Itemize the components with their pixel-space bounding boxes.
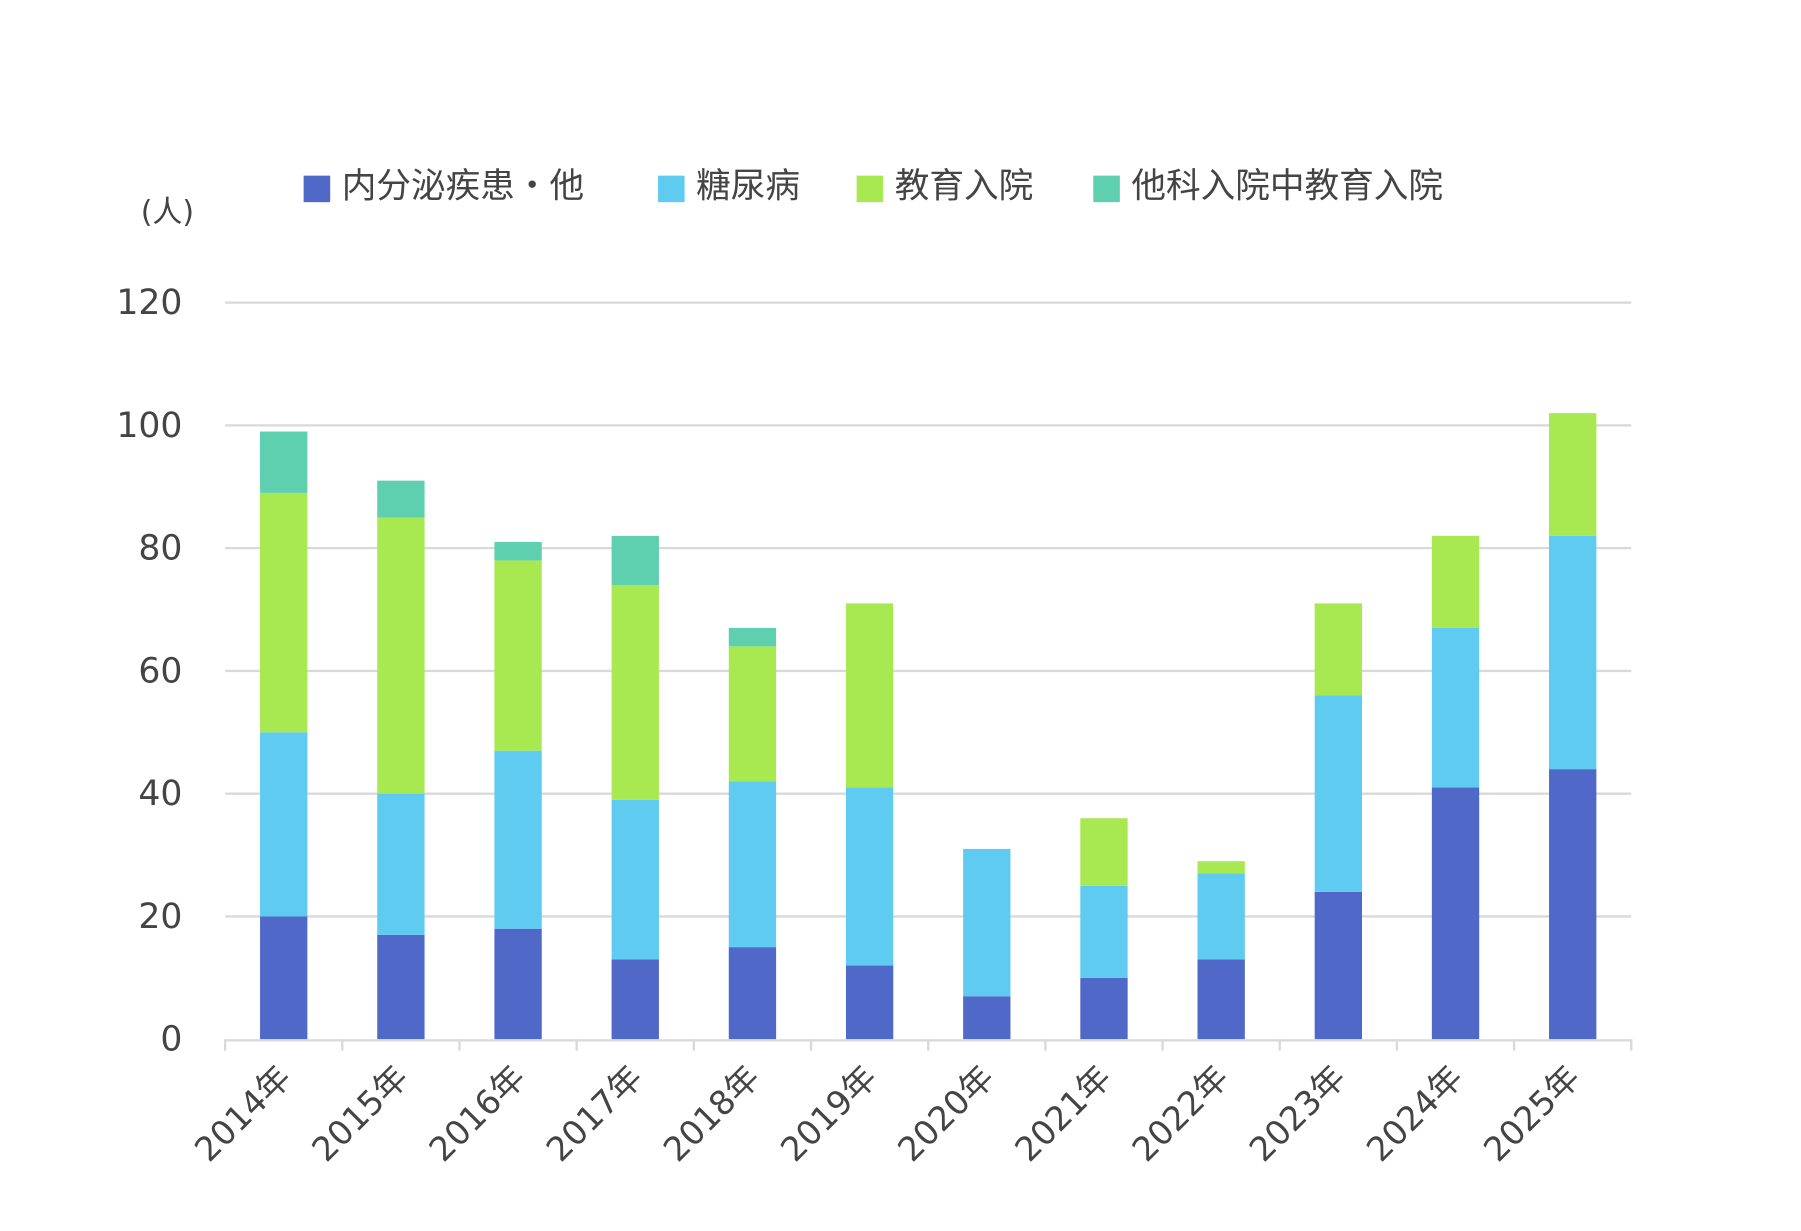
bar-segment [728,646,777,782]
x-tick-label: 2015年 [304,1058,415,1169]
y-tick-label: 0 [160,1020,182,1060]
x-tick-label: 2020年 [890,1058,1001,1169]
bar-segment [611,959,659,1040]
bar-segment [728,627,777,647]
bar-segment [1549,535,1597,770]
bar-segment [377,517,425,794]
x-tick-label: 2021年 [1007,1058,1118,1169]
bar-segment [494,542,542,561]
legend-label: 内分泌疾患・他 [342,167,584,207]
x-tick-label: 2016年 [421,1058,532,1169]
x-tick-label: 2018年 [656,1058,767,1169]
bar-segment [611,799,659,960]
legend-label: 教育入院 [895,167,1034,207]
bars [260,413,1597,1040]
bar-segment [728,781,777,948]
bar-segment [1314,891,1363,1040]
bar-segment [1080,818,1128,886]
bar-segment [1197,873,1245,960]
x-tick-label: 2022年 [1125,1058,1236,1169]
bar-segment [1314,603,1363,696]
bar-segment [1431,787,1480,1040]
legend-label: 糖尿病 [696,167,800,207]
gridlines [225,301,1632,918]
bar-segment [611,535,659,585]
bar-segment [377,793,425,935]
bar-segment [963,996,1011,1040]
bar-segment [377,480,425,518]
legend-label: 他科入院中教育入院 [1131,167,1443,207]
bar-segment [377,934,425,1040]
bar-segment [611,584,659,800]
y-tick-label: 20 [138,897,182,937]
y-tick-label: 80 [138,529,182,569]
x-tick-label: 2017年 [539,1058,650,1169]
bar-segment [260,732,308,917]
bar-segment [1080,885,1128,978]
bar-segment [494,750,542,929]
bar-segment [963,848,1011,997]
bar-segment [1431,535,1480,628]
bar-segment [1549,769,1597,1040]
bar-segment [1314,695,1363,892]
bar-segment [845,603,894,788]
bar-segment [260,492,308,733]
bar-segment [845,787,894,966]
x-tick-label: 2024年 [1359,1058,1470,1169]
legend-swatch [658,175,685,203]
bar-segment [1549,413,1597,536]
bar-segment [845,965,894,1040]
y-axis-unit-label: (人) [141,195,194,230]
bar-segment [494,560,542,751]
bar-segment [1431,627,1480,788]
legend-swatch [856,175,884,203]
legend: 内分泌疾患・他 糖尿病 教育入院 他科入院中教育入院 [303,167,1443,207]
x-tick-label: 2023年 [1242,1058,1353,1169]
x-tick-label: 2014年 [187,1058,298,1169]
bar-segment [1080,977,1128,1040]
y-tick-label: 60 [138,651,182,691]
legend-swatch [303,175,331,203]
y-tick-label: 40 [138,774,182,814]
y-tick-label: 120 [116,283,182,323]
x-tick-label: 2019年 [773,1058,884,1169]
x-tick-label: 2025年 [1476,1058,1587,1169]
bar-segment [494,928,542,1040]
bar-segment [1197,959,1245,1040]
bar-segment [728,947,777,1040]
bar-segment [260,916,308,1040]
bar-segment [1197,861,1245,874]
y-tick-label: 100 [116,406,182,446]
legend-swatch [1093,175,1120,203]
x-axis: 2014年 2015年 2016年 2017年 2018年 2019年 2020年 2021年… [187,1039,1633,1169]
bar-segment [260,431,308,493]
y-axis-ticks: 0 20 40 60 80 100 120 [116,283,182,1060]
